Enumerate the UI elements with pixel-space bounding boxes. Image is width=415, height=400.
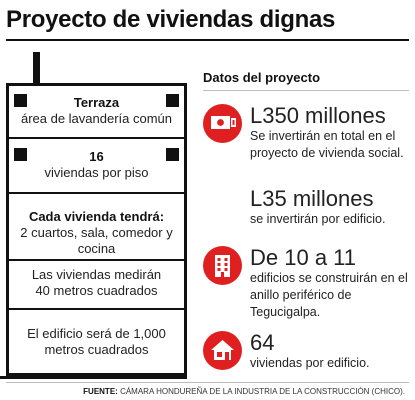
- source-label: FUENTE:: [83, 387, 118, 396]
- floor-medidas: Las viviendas medirán 40 metros cuadrado…: [9, 267, 184, 299]
- floor-divider: [9, 308, 184, 310]
- floor-terraza: Terraza área de lavandería común: [9, 95, 184, 127]
- stat-value: 64: [250, 330, 275, 355]
- house-icon: [203, 331, 242, 370]
- floor-text: Las viviendas medirán 40 metros cuadrado…: [31, 267, 162, 298]
- window-icon: [14, 94, 27, 107]
- source-text: CÁMARA HONDUREÑA DE LA INDUSTRIA DE LA C…: [120, 387, 405, 396]
- footer-rule: [6, 382, 409, 383]
- floor-head: Cada vivienda tendrá:: [28, 209, 165, 224]
- floor-edificio: El edificio será de 1,000 metros cuadrad…: [9, 326, 184, 358]
- source-note: FUENTE: CÁMARA HONDUREÑA DE LA INDUSTRIA…: [83, 387, 405, 396]
- floor-cada-vivienda: Cada vivienda tendrá: 2 cuartos, sala, c…: [9, 209, 184, 257]
- floor-text: 2 cuartos, sala, comedor y cocina: [20, 225, 173, 256]
- floor-divider: [9, 259, 184, 261]
- floor-text: viviendas por piso: [44, 165, 149, 180]
- stat-value: De 10 a 11: [250, 245, 357, 270]
- stat-description: viviendas por edificio.: [250, 356, 370, 370]
- floor-head: 16: [89, 149, 104, 164]
- stat-value: L35 millones: [250, 186, 374, 211]
- window-icon: [166, 94, 179, 107]
- window-icon: [166, 148, 179, 161]
- floor-divider: [9, 192, 184, 194]
- building-graphic: Terraza área de lavandería común 16 vivi…: [6, 83, 187, 376]
- page-title: Proyecto de viviendas dignas: [6, 6, 336, 33]
- stat-description: edificios se construirán en el anillo pe…: [250, 271, 408, 319]
- ground-line: [0, 376, 187, 379]
- stat-description: se invertirán por edificio.: [250, 212, 386, 226]
- floor-text: El edificio será de 1,000 metros cuadrad…: [27, 326, 166, 357]
- window-icon: [14, 148, 27, 161]
- building-icon: [203, 246, 242, 285]
- floor-divider: [9, 137, 184, 139]
- floor-text: área de lavandería común: [20, 111, 173, 126]
- money-icon: [203, 104, 242, 143]
- title-rule: [6, 39, 409, 41]
- floor-viviendas: 16 viviendas por piso: [9, 149, 184, 181]
- stat-value: L350 millones: [250, 103, 386, 128]
- stat-description: Se invertirán en total en el proyecto de…: [250, 129, 404, 160]
- antenna-graphic: [33, 52, 40, 83]
- section-title: Datos del proyecto: [203, 70, 321, 85]
- section-rule: [203, 90, 409, 91]
- floor-head: Terraza: [73, 95, 120, 110]
